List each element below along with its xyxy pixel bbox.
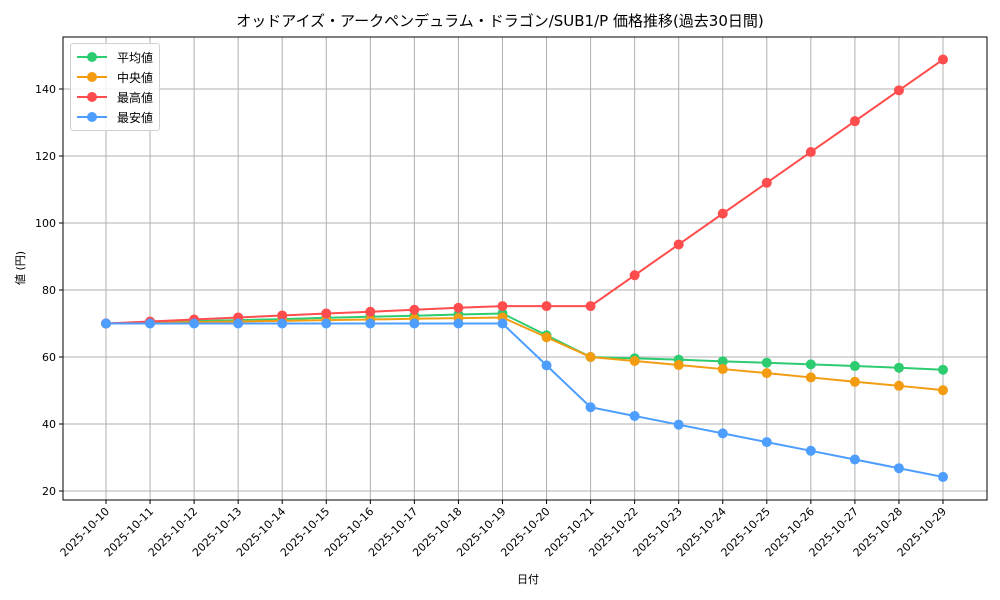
data-point [453,318,464,329]
data-point [849,361,860,372]
data-point [541,332,552,343]
data-point [849,116,860,127]
data-point [145,318,156,329]
data-point [321,308,332,319]
y-tick-label: 40 [42,418,56,431]
legend-marker-icon [77,90,107,104]
data-point [629,410,640,421]
legend-label: 平均値 [117,50,154,65]
data-point [365,318,376,329]
data-point [761,177,772,188]
legend-item: 平均値 [77,48,157,66]
data-point [409,318,420,329]
grid-lines [63,37,987,500]
data-point [938,364,948,375]
y-tick-label: 60 [42,351,56,364]
data-point [717,208,728,219]
data-point [938,471,948,482]
data-point [717,364,728,375]
data-point [761,368,772,379]
data-point [717,356,728,367]
y-axis-label: 値 (円) [14,251,27,285]
plot-frame [62,36,988,501]
data-point [938,54,948,65]
data-point [673,419,684,430]
data-point [805,359,816,370]
series-line [105,312,944,371]
y-tick-label: 100 [35,217,56,230]
series-2 [101,54,948,329]
data-point [497,301,508,312]
series-line [105,58,944,325]
y-tick-label: 120 [35,150,56,163]
data-point [585,301,596,312]
data-point [101,318,111,329]
data-point [541,360,552,371]
data-point [893,463,904,474]
data-point [497,318,508,329]
data-point [893,380,904,391]
legend-item: 中央値 [77,68,157,86]
legend-item: 最高値 [77,88,157,106]
data-point [805,146,816,157]
data-point [629,270,640,281]
series-lines [101,54,948,482]
data-point [585,352,596,362]
data-point [189,318,200,329]
data-point [893,85,904,96]
legend-item: 最安値 [77,108,157,126]
series-line [106,322,944,478]
data-point [365,306,376,317]
data-point [893,362,904,373]
chart-title: オッドアイズ・アークペンデュラム・ドラゴン/SUB1/P 価格推移(過去30日間… [236,12,764,30]
series-3 [101,318,948,482]
y-axis-ticks: 20 40 60 80 100 120 140 [35,83,63,498]
x-axis-label: 日付 [517,573,539,586]
data-point [409,304,420,315]
data-point [585,402,596,413]
legend-marker-icon [77,50,107,64]
data-point [277,310,288,321]
data-point [761,357,772,368]
data-point [541,301,552,312]
data-point [717,428,728,439]
data-point [453,302,464,313]
data-point [938,385,948,396]
data-point [761,437,772,448]
data-point [673,360,684,371]
data-point [629,356,640,367]
series-line [105,316,944,392]
y-tick-label: 80 [42,284,56,297]
data-point [805,372,816,383]
data-point [321,318,332,329]
data-point [673,239,684,250]
legend: 平均値中央値最高値最安値 [70,43,160,131]
data-point [233,318,244,329]
legend-label: 中央値 [117,70,154,85]
x-axis-ticks: 2025-10-102025-10-112025-10-122025-10-13… [58,500,949,559]
legend-marker-icon [77,110,107,124]
data-point [849,376,860,387]
legend-label: 最安値 [117,110,154,125]
data-point [849,454,860,465]
legend-marker-icon [77,70,107,84]
data-point [277,318,288,329]
legend-label: 最高値 [117,90,154,105]
y-tick-label: 20 [42,485,56,498]
y-tick-label: 140 [35,83,56,96]
data-point [805,445,816,456]
